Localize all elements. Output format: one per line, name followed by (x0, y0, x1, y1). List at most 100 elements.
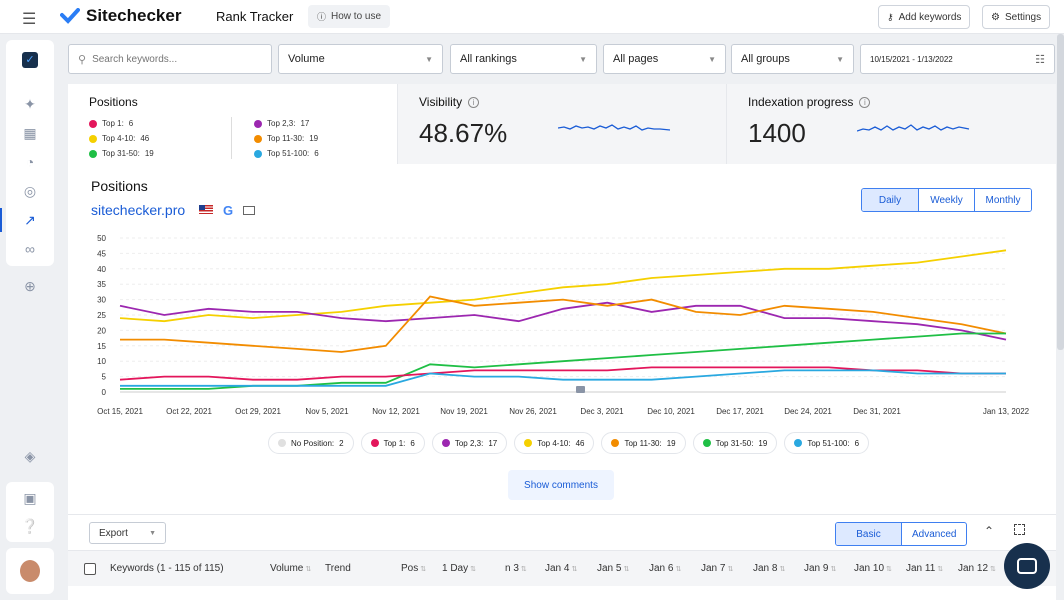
diamond-icon[interactable]: ◈ (24, 447, 36, 464)
help-circle-icon[interactable]: ❔ (21, 517, 39, 534)
column-header[interactable]: Jan 12 ⇅ (958, 563, 996, 574)
rank-tracker-icon[interactable]: ↗ (24, 211, 36, 228)
legend-item[interactable]: Top 4-10: 46 (514, 432, 595, 454)
add-keywords-button[interactable]: ⚷ Add keywords (878, 5, 971, 29)
wallet-icon[interactable]: ▣ (23, 489, 37, 506)
target-icon[interactable]: ◎ (23, 182, 37, 199)
add-keywords-label: Add keywords (898, 11, 962, 23)
summary-label: Top 4-10: (102, 134, 136, 143)
series-line (119, 301, 1007, 341)
calendar-icon: ☷ (1035, 53, 1045, 66)
sidebar-logo-icon[interactable]: ✓ (6, 46, 54, 74)
period-toggle: Daily Weekly Monthly (861, 188, 1032, 212)
column-header[interactable]: Trend (325, 563, 351, 574)
position-summary-item: Top 11-30: 19 (254, 134, 318, 143)
date-range-picker[interactable]: 10/15/2021 - 1/13/2022 ☷ (860, 44, 1055, 74)
column-header-label: Jan 9 (804, 563, 829, 574)
settings-label: Settings (1004, 11, 1042, 23)
pages-label: All pages (613, 53, 659, 65)
export-dropdown[interactable]: Export ▼ (89, 522, 166, 544)
link-icon[interactable]: ∞ (25, 241, 35, 257)
column-header-label: Jan 11 (906, 563, 936, 574)
y-tick-label: 30 (97, 296, 106, 305)
settings-button[interactable]: ⚙ Settings (982, 5, 1051, 29)
column-header[interactable]: Jan 9 ⇅ (804, 563, 836, 574)
series-line (119, 366, 1006, 381)
column-header[interactable]: 1 Day ⇅ (442, 563, 476, 574)
chat-icon (1017, 558, 1037, 574)
chat-button[interactable] (1004, 543, 1050, 589)
y-tick-label: 50 (97, 234, 106, 243)
period-weekly[interactable]: Weekly (918, 189, 974, 211)
hamburger-menu-icon[interactable]: ☰ (22, 11, 37, 28)
volume-dropdown[interactable]: Volume ▼ (278, 44, 443, 74)
avatar[interactable] (20, 560, 40, 582)
show-comments-button[interactable]: Show comments (508, 470, 614, 500)
search-box[interactable]: ⚲ (68, 44, 272, 74)
summary-value: 46 (140, 134, 150, 143)
groups-dropdown[interactable]: All groups ▼ (731, 44, 854, 74)
y-tick-label: 15 (97, 342, 106, 351)
legend-item[interactable]: No Position: 2 (268, 432, 354, 454)
add-project-icon[interactable]: ⊕ (24, 277, 36, 294)
view-advanced[interactable]: Advanced (901, 523, 966, 545)
select-all-checkbox[interactable] (84, 563, 96, 575)
legend-value: 17 (488, 438, 498, 448)
domain-link[interactable]: sitechecker.pro G (91, 202, 255, 218)
column-header[interactable]: Jan 5 ⇅ (597, 563, 629, 574)
sort-icon: ⇅ (470, 566, 476, 573)
x-tick-label: Oct 15, 2021 (97, 407, 143, 416)
positions-card-title: Positions (89, 95, 138, 109)
how-to-use-button[interactable]: ⓘ How to use (308, 5, 391, 28)
rankings-dropdown[interactable]: All rankings ▼ (450, 44, 597, 74)
series-dot (370, 439, 379, 447)
magic-wand-icon[interactable]: ✦ (24, 95, 36, 112)
x-tick-label: Nov 12, 2021 (372, 407, 420, 416)
summary-value: 17 (300, 119, 310, 128)
logo-icon (60, 8, 80, 24)
fullscreen-icon[interactable] (1014, 524, 1025, 535)
chevron-up-icon[interactable]: ⌃ (984, 524, 995, 538)
view-basic[interactable]: Basic (836, 523, 901, 545)
series-dot (254, 119, 262, 128)
column-header-label: Jan 7 (701, 563, 726, 574)
column-header[interactable]: Volume ⇅ (270, 563, 311, 574)
column-header[interactable]: Pos ⇅ (401, 563, 426, 574)
chevron-down-icon: ▼ (425, 54, 433, 64)
sort-icon: ⇅ (830, 566, 837, 573)
brand-logo[interactable]: Sitechecker (60, 6, 181, 26)
sidebar-bottom: ▣ ❔ (6, 482, 54, 542)
search-icon: ⚲ (78, 53, 87, 66)
column-header[interactable]: Jan 8 ⇅ (753, 563, 785, 574)
positions-card: Positions Top 1: 6 Top 4-10: 46 Top 31-50: 19… (68, 84, 397, 164)
scrollbar[interactable] (1057, 34, 1064, 350)
column-header[interactable]: Jan 7 ⇅ (701, 563, 733, 574)
period-daily[interactable]: Daily (862, 189, 918, 211)
column-header[interactable]: Keywords (1 - 115 of 115) (110, 563, 224, 574)
gauge-icon[interactable]: ◔ (25, 154, 35, 170)
period-monthly[interactable]: Monthly (974, 189, 1031, 211)
summary-value: 6 (314, 149, 319, 158)
series-dot (254, 149, 262, 158)
legend-item[interactable]: Top 1: 6 (360, 432, 425, 454)
legend-item[interactable]: Top 2,3: 17 (431, 432, 508, 454)
table-icon[interactable]: ▦ (23, 124, 37, 141)
position-summary-item: Top 2,3: 17 (254, 119, 309, 128)
legend-item[interactable]: Top 11-30: 19 (601, 432, 686, 454)
column-header[interactable]: Jan 11 ⇅ (906, 563, 943, 574)
sort-icon: ⇅ (571, 566, 578, 573)
search-input[interactable] (92, 53, 253, 65)
legend-item[interactable]: Top 51-100: 6 (784, 432, 870, 454)
series-line (120, 295, 1007, 353)
x-tick-label: Oct 22, 2021 (166, 407, 212, 416)
column-header[interactable]: n 3 ⇅ (505, 563, 527, 574)
info-icon[interactable]: i (468, 97, 480, 108)
active-indicator (0, 208, 2, 232)
column-header[interactable]: Jan 4 ⇅ (545, 563, 577, 574)
legend-item[interactable]: Top 31-50: 19 (692, 432, 778, 454)
position-summary-item: Top 4-10: 46 (89, 134, 149, 143)
column-header[interactable]: Jan 6 ⇅ (649, 563, 681, 574)
column-header[interactable]: Jan 10 ⇅ (854, 563, 892, 574)
pages-dropdown[interactable]: All pages ▼ (603, 44, 726, 74)
info-icon[interactable]: i (859, 97, 871, 108)
